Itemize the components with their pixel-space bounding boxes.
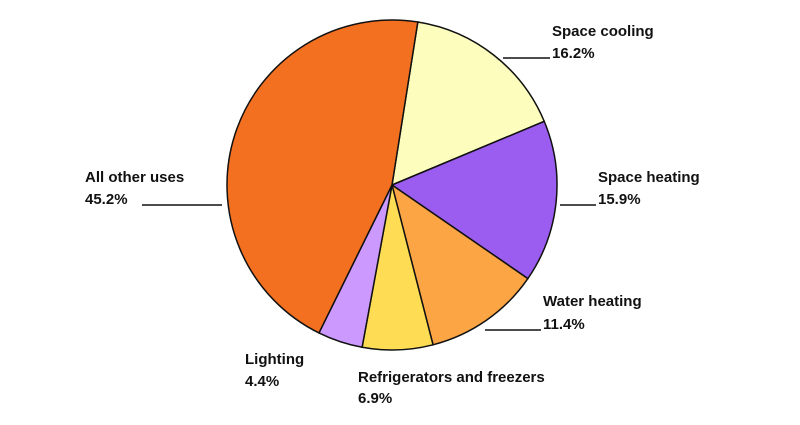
slice-label: Lighting: [245, 351, 304, 368]
slice-label: Refrigerators and freezers: [358, 369, 545, 386]
slice-label: All other uses: [85, 169, 184, 186]
slice-value-label: 45.2%: [85, 191, 128, 208]
slice-label: Space cooling: [552, 23, 654, 40]
pie-slice: [391, 21, 546, 187]
pie-slice: [390, 120, 558, 280]
pie-slice: [226, 19, 419, 334]
slice-label: Space heating: [598, 169, 700, 186]
slice-label: Water heating: [543, 293, 642, 310]
slice-value-label: 16.2%: [552, 45, 595, 62]
pie-slice: [390, 183, 529, 346]
slice-value-label: 4.4%: [245, 373, 279, 390]
slice-value-label: 6.9%: [358, 390, 392, 407]
slice-value-label: 15.9%: [598, 191, 641, 208]
slice-value-label: 11.4%: [543, 316, 585, 333]
